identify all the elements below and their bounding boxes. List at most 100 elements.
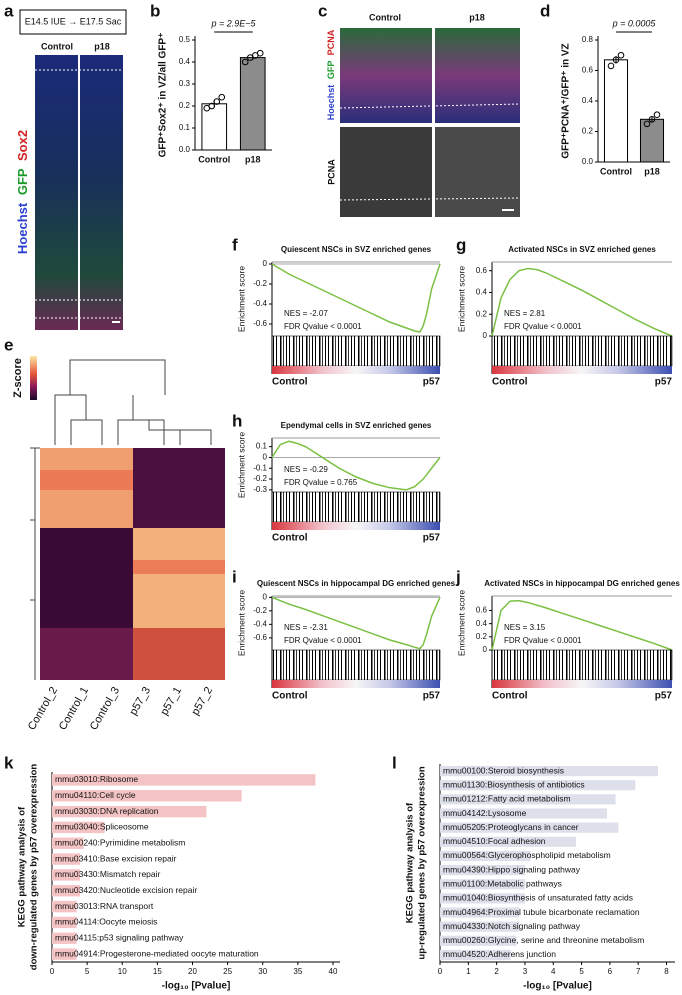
hit-barcode bbox=[491, 335, 673, 367]
sample-label: p57_2 bbox=[189, 685, 215, 717]
bar bbox=[440, 907, 520, 918]
bar bbox=[440, 765, 659, 777]
category-label: mmu04914:Progesterone-mediated oocyte ma… bbox=[55, 948, 259, 958]
column-label: Control bbox=[369, 12, 401, 22]
y-axis-label: Enrichment score bbox=[236, 432, 246, 498]
bar bbox=[201, 103, 228, 151]
data-point bbox=[648, 116, 656, 123]
x-tick-label: 20 bbox=[188, 967, 197, 976]
header-box bbox=[19, 9, 127, 35]
category-label: mmu03430:Mismatch repair bbox=[55, 869, 161, 879]
annotation: p = 2.9E−5 bbox=[210, 18, 256, 28]
micrograph bbox=[340, 28, 432, 123]
x-tick-label: 0 bbox=[50, 967, 55, 976]
annotation: NES = -2.07 bbox=[284, 309, 328, 318]
stain-label: Hoechst GFP PCNA bbox=[326, 29, 336, 120]
bar bbox=[440, 780, 636, 791]
stain-label: Hoechst GFP Sox2 bbox=[15, 130, 30, 254]
bar bbox=[52, 916, 77, 929]
y-tick-label: 0.1 bbox=[256, 442, 268, 451]
panel-label: l bbox=[392, 753, 397, 772]
bar bbox=[440, 822, 619, 833]
group-label: p57 bbox=[423, 691, 441, 702]
y-tick-label: 0.4 bbox=[582, 96, 594, 105]
group-label: Control bbox=[272, 377, 308, 388]
annotation: NES = 2.81 bbox=[504, 309, 546, 318]
bar bbox=[440, 935, 517, 946]
bar bbox=[52, 821, 105, 834]
enrichment-curve bbox=[491, 599, 673, 651]
category-label: mmu05205:Proteoglycans in cancer bbox=[443, 822, 579, 832]
bar bbox=[440, 808, 608, 819]
bar bbox=[52, 790, 242, 802]
y-tick-label: 0.4 bbox=[476, 288, 488, 297]
bar bbox=[440, 949, 511, 961]
panel-label: g bbox=[456, 235, 466, 254]
category-label: mmu04964:Proximal tubule bicarbonate rec… bbox=[443, 907, 640, 917]
y-tick-label: 0.2 bbox=[179, 101, 191, 110]
y-tick-label: 0.2 bbox=[476, 309, 488, 318]
data-point bbox=[607, 62, 615, 70]
category-label: mmu00100:Steroid biosynthesis bbox=[443, 765, 564, 775]
category-label: mmu01100:Metabolic pathways bbox=[443, 878, 562, 888]
category-label: mmu04520:Adherens junction bbox=[443, 949, 556, 959]
data-point bbox=[218, 93, 226, 101]
group-label: p57 bbox=[423, 377, 441, 388]
x-tick-label: Control bbox=[600, 166, 632, 176]
annotation: NES = 3.15 bbox=[504, 623, 546, 632]
y-tick-label: 0.2 bbox=[476, 632, 488, 641]
bar bbox=[52, 900, 77, 913]
hit-barcode bbox=[271, 335, 441, 367]
bar bbox=[440, 850, 531, 862]
header: E14.5 IUE → E17.5 Sac bbox=[25, 16, 122, 26]
x-tick-label: 40 bbox=[329, 967, 338, 976]
group-label: Control bbox=[492, 377, 528, 388]
chart-title: Ependymal cells in SVZ enriched genes bbox=[281, 421, 432, 430]
y-axis-label: Enrichment score bbox=[236, 266, 246, 332]
data-point bbox=[653, 111, 661, 119]
rank-strip bbox=[492, 680, 672, 688]
annotation: FDR Qvalue < 0.0001 bbox=[504, 322, 582, 331]
column-label: Control bbox=[41, 41, 73, 51]
panel-label: d bbox=[540, 1, 550, 20]
x-tick-label: 15 bbox=[153, 967, 162, 976]
bar bbox=[239, 57, 266, 151]
y-axis-label: Enrichment score bbox=[456, 266, 466, 332]
rank-strip bbox=[272, 680, 440, 688]
y-tick-label: 0.2 bbox=[582, 127, 594, 136]
y-tick-label: 0.0 bbox=[582, 157, 594, 166]
sample-label: Control_2 bbox=[26, 685, 60, 732]
annotation: FDR Qvalue = 0.765 bbox=[284, 478, 358, 487]
bar bbox=[52, 932, 77, 944]
category-label: mmu00240:Pyrimidine metabolism bbox=[55, 838, 185, 848]
enrichment-curve bbox=[271, 440, 441, 491]
category-label: mmu03420:Nucleotide excision repair bbox=[55, 885, 197, 895]
data-point bbox=[612, 56, 620, 64]
x-tick-label: 30 bbox=[258, 967, 267, 976]
panel-label: k bbox=[4, 753, 14, 772]
bar bbox=[52, 837, 84, 849]
category-label: mmu03030:DNA replication bbox=[55, 806, 159, 816]
stain-label: PCNA bbox=[326, 159, 336, 185]
group-label: Control bbox=[272, 533, 308, 544]
chart-title: Quiescent NSCs in hippocampal DG enriche… bbox=[257, 579, 456, 588]
color-scale bbox=[30, 356, 37, 400]
y-axis-label: Enrichment score bbox=[456, 590, 466, 656]
annotation: NES = -2.31 bbox=[284, 623, 328, 632]
bar bbox=[52, 774, 316, 786]
x-tick-label: 5 bbox=[579, 967, 584, 976]
y-tick-label: -0.4 bbox=[253, 619, 267, 628]
bar bbox=[440, 864, 525, 876]
category-label: mmu04390:Hippo signaling pathway bbox=[443, 864, 581, 874]
group-label: p57 bbox=[423, 533, 441, 544]
micrograph bbox=[435, 28, 520, 123]
panel-label: i bbox=[232, 567, 237, 586]
y-tick-label: 0.3 bbox=[179, 79, 191, 88]
data-point bbox=[213, 98, 221, 105]
data-point bbox=[208, 102, 216, 110]
y-axis-label: KEGG pathway analysis of bbox=[405, 802, 416, 923]
x-tick-label: 1 bbox=[466, 967, 471, 976]
sample-label: p57_3 bbox=[127, 685, 153, 717]
bar bbox=[440, 879, 525, 890]
data-point bbox=[617, 51, 625, 59]
